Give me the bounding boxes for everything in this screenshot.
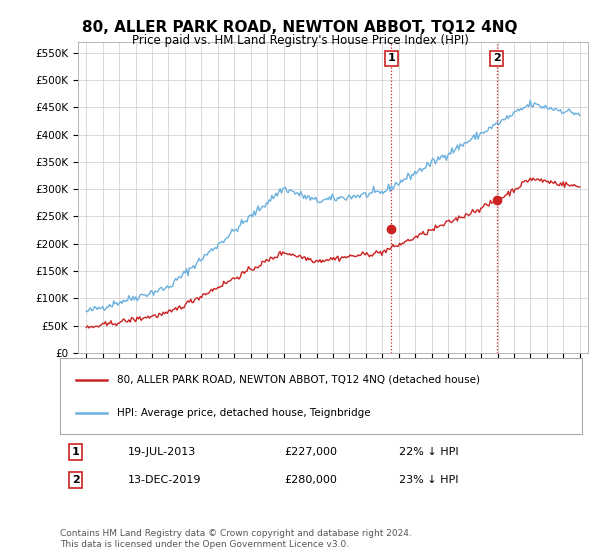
Text: 13-DEC-2019: 13-DEC-2019 [128, 475, 202, 485]
Text: 19-JUL-2013: 19-JUL-2013 [128, 447, 196, 457]
Text: 80, ALLER PARK ROAD, NEWTON ABBOT, TQ12 4NQ (detached house): 80, ALLER PARK ROAD, NEWTON ABBOT, TQ12 … [118, 375, 481, 385]
Text: 2: 2 [72, 475, 80, 485]
Text: Contains HM Land Registry data © Crown copyright and database right 2024.
This d: Contains HM Land Registry data © Crown c… [60, 529, 412, 549]
Point [72, 376, 79, 383]
Point [103, 409, 110, 416]
Text: HPI: Average price, detached house, Teignbridge: HPI: Average price, detached house, Teig… [118, 408, 371, 418]
Text: £227,000: £227,000 [284, 447, 337, 457]
Text: Price paid vs. HM Land Registry's House Price Index (HPI): Price paid vs. HM Land Registry's House … [131, 34, 469, 46]
Text: £280,000: £280,000 [284, 475, 337, 485]
Text: 1: 1 [72, 447, 80, 457]
Text: 2: 2 [493, 53, 500, 63]
Text: 1: 1 [388, 53, 395, 63]
Point [72, 409, 79, 416]
Text: 80, ALLER PARK ROAD, NEWTON ABBOT, TQ12 4NQ: 80, ALLER PARK ROAD, NEWTON ABBOT, TQ12 … [82, 20, 518, 35]
Point [103, 376, 110, 383]
Text: 23% ↓ HPI: 23% ↓ HPI [400, 475, 459, 485]
Text: 22% ↓ HPI: 22% ↓ HPI [400, 447, 459, 457]
